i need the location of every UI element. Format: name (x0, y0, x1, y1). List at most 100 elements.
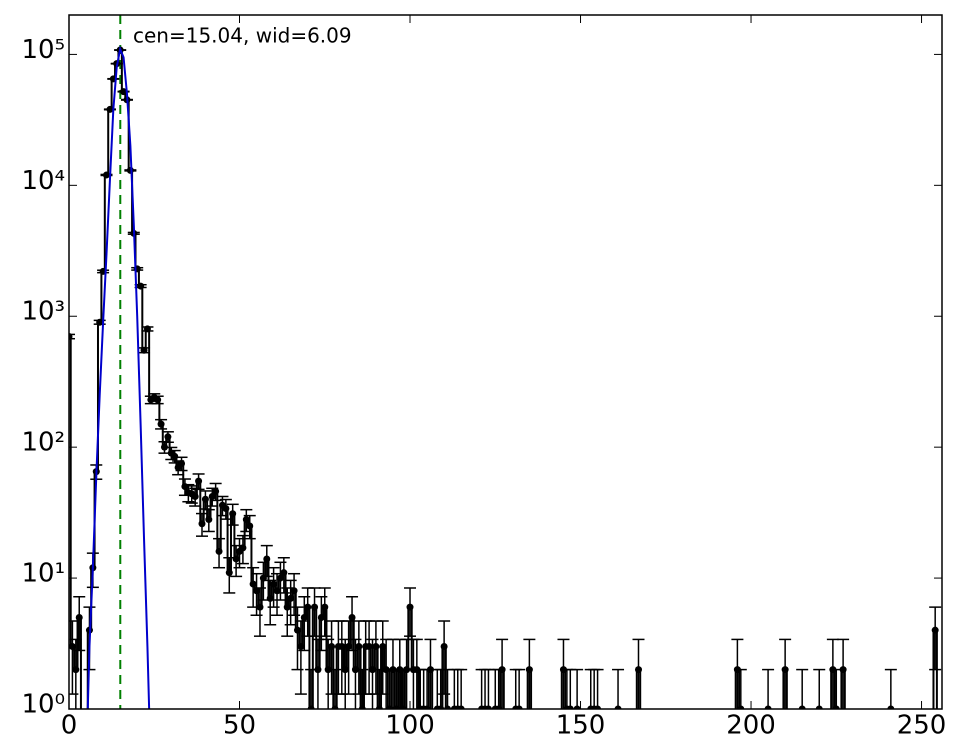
data-point (525, 666, 533, 674)
data-point (215, 547, 223, 555)
data-point (392, 705, 400, 709)
data-point (781, 666, 789, 674)
data-point (358, 705, 366, 709)
data-point (69, 643, 76, 651)
data-point (798, 705, 806, 709)
data-point (764, 705, 772, 709)
data-point (341, 666, 349, 674)
data-point (266, 594, 274, 602)
data-point (72, 666, 80, 674)
data-point (191, 492, 199, 500)
data-point (328, 643, 336, 651)
data-point (594, 705, 602, 709)
data-point (444, 705, 452, 709)
data-point (348, 613, 356, 621)
data-point (106, 105, 114, 113)
data-point (201, 495, 209, 503)
data-point (314, 666, 322, 674)
data-point (178, 460, 186, 468)
data-point (300, 613, 308, 621)
data-point (143, 325, 151, 333)
data-point (276, 574, 284, 582)
x-tick-label: 250 (897, 711, 947, 741)
plot-frame (68, 14, 943, 710)
data-point (321, 603, 329, 611)
data-point (423, 705, 431, 709)
data-point (331, 705, 339, 709)
data-point (614, 705, 622, 709)
data-point (351, 666, 359, 674)
data-point (566, 705, 574, 709)
data-point (222, 505, 230, 513)
data-point (69, 333, 73, 341)
data-point (75, 613, 83, 621)
x-tick-label: 200 (726, 711, 776, 741)
data-point (311, 603, 319, 611)
x-tick-label: 100 (385, 711, 435, 741)
data-point (198, 520, 206, 528)
x-tick-label: 150 (556, 711, 606, 741)
y-tick-label: 10³ (21, 297, 65, 327)
data-point (208, 492, 216, 500)
data-point (573, 705, 581, 709)
data-point (437, 705, 445, 709)
data-point (406, 603, 414, 611)
data-point (140, 346, 148, 354)
data-point (399, 705, 407, 709)
data-point (293, 626, 301, 634)
data-point (171, 452, 179, 460)
data-point (253, 587, 261, 595)
y-tick-label: 10⁴ (21, 166, 65, 196)
data-point (379, 643, 387, 651)
data-point (887, 705, 895, 709)
data-point (205, 516, 213, 524)
x-tick-label: 50 (223, 711, 256, 741)
data-point (225, 569, 233, 577)
y-tick-label: 10⁰ (21, 690, 65, 720)
data-point (338, 643, 346, 651)
data-point (297, 643, 305, 651)
data-point (355, 643, 363, 651)
data-point (160, 443, 168, 451)
data-point (317, 613, 325, 621)
data-point (815, 705, 823, 709)
data-point (484, 705, 492, 709)
data-point (369, 666, 377, 674)
data-point (386, 705, 394, 709)
data-point (304, 603, 312, 611)
data-point (457, 705, 465, 709)
data-point (307, 705, 315, 709)
data-point (270, 580, 278, 588)
data-point (440, 643, 448, 651)
data-point (737, 705, 745, 709)
data-point (290, 587, 298, 595)
data-point (498, 666, 506, 674)
data-point (154, 396, 162, 404)
data-point (365, 643, 373, 651)
y-tick-label: 10⁵ (21, 35, 65, 65)
data-point (280, 569, 288, 577)
data-point (256, 603, 264, 611)
data-point (495, 705, 503, 709)
data-point (249, 580, 257, 588)
data-point (372, 643, 380, 651)
annotation: cen=15.04, wid=6.09 (133, 24, 352, 48)
plot-area (69, 15, 942, 709)
data-point (832, 705, 840, 709)
data-point (426, 666, 434, 674)
y-tick-label: 10² (21, 428, 65, 458)
data-point (137, 282, 145, 290)
y-tick-label: 10¹ (21, 559, 65, 589)
fit-curve (86, 45, 151, 709)
data-point (195, 477, 203, 485)
data-point (515, 705, 523, 709)
data-point (403, 666, 411, 674)
data-point (103, 171, 111, 179)
data-point (324, 666, 332, 674)
data-point (375, 705, 383, 709)
data-point (239, 544, 247, 552)
data-point (232, 555, 240, 563)
data-point (120, 88, 128, 96)
data-point (242, 516, 250, 524)
